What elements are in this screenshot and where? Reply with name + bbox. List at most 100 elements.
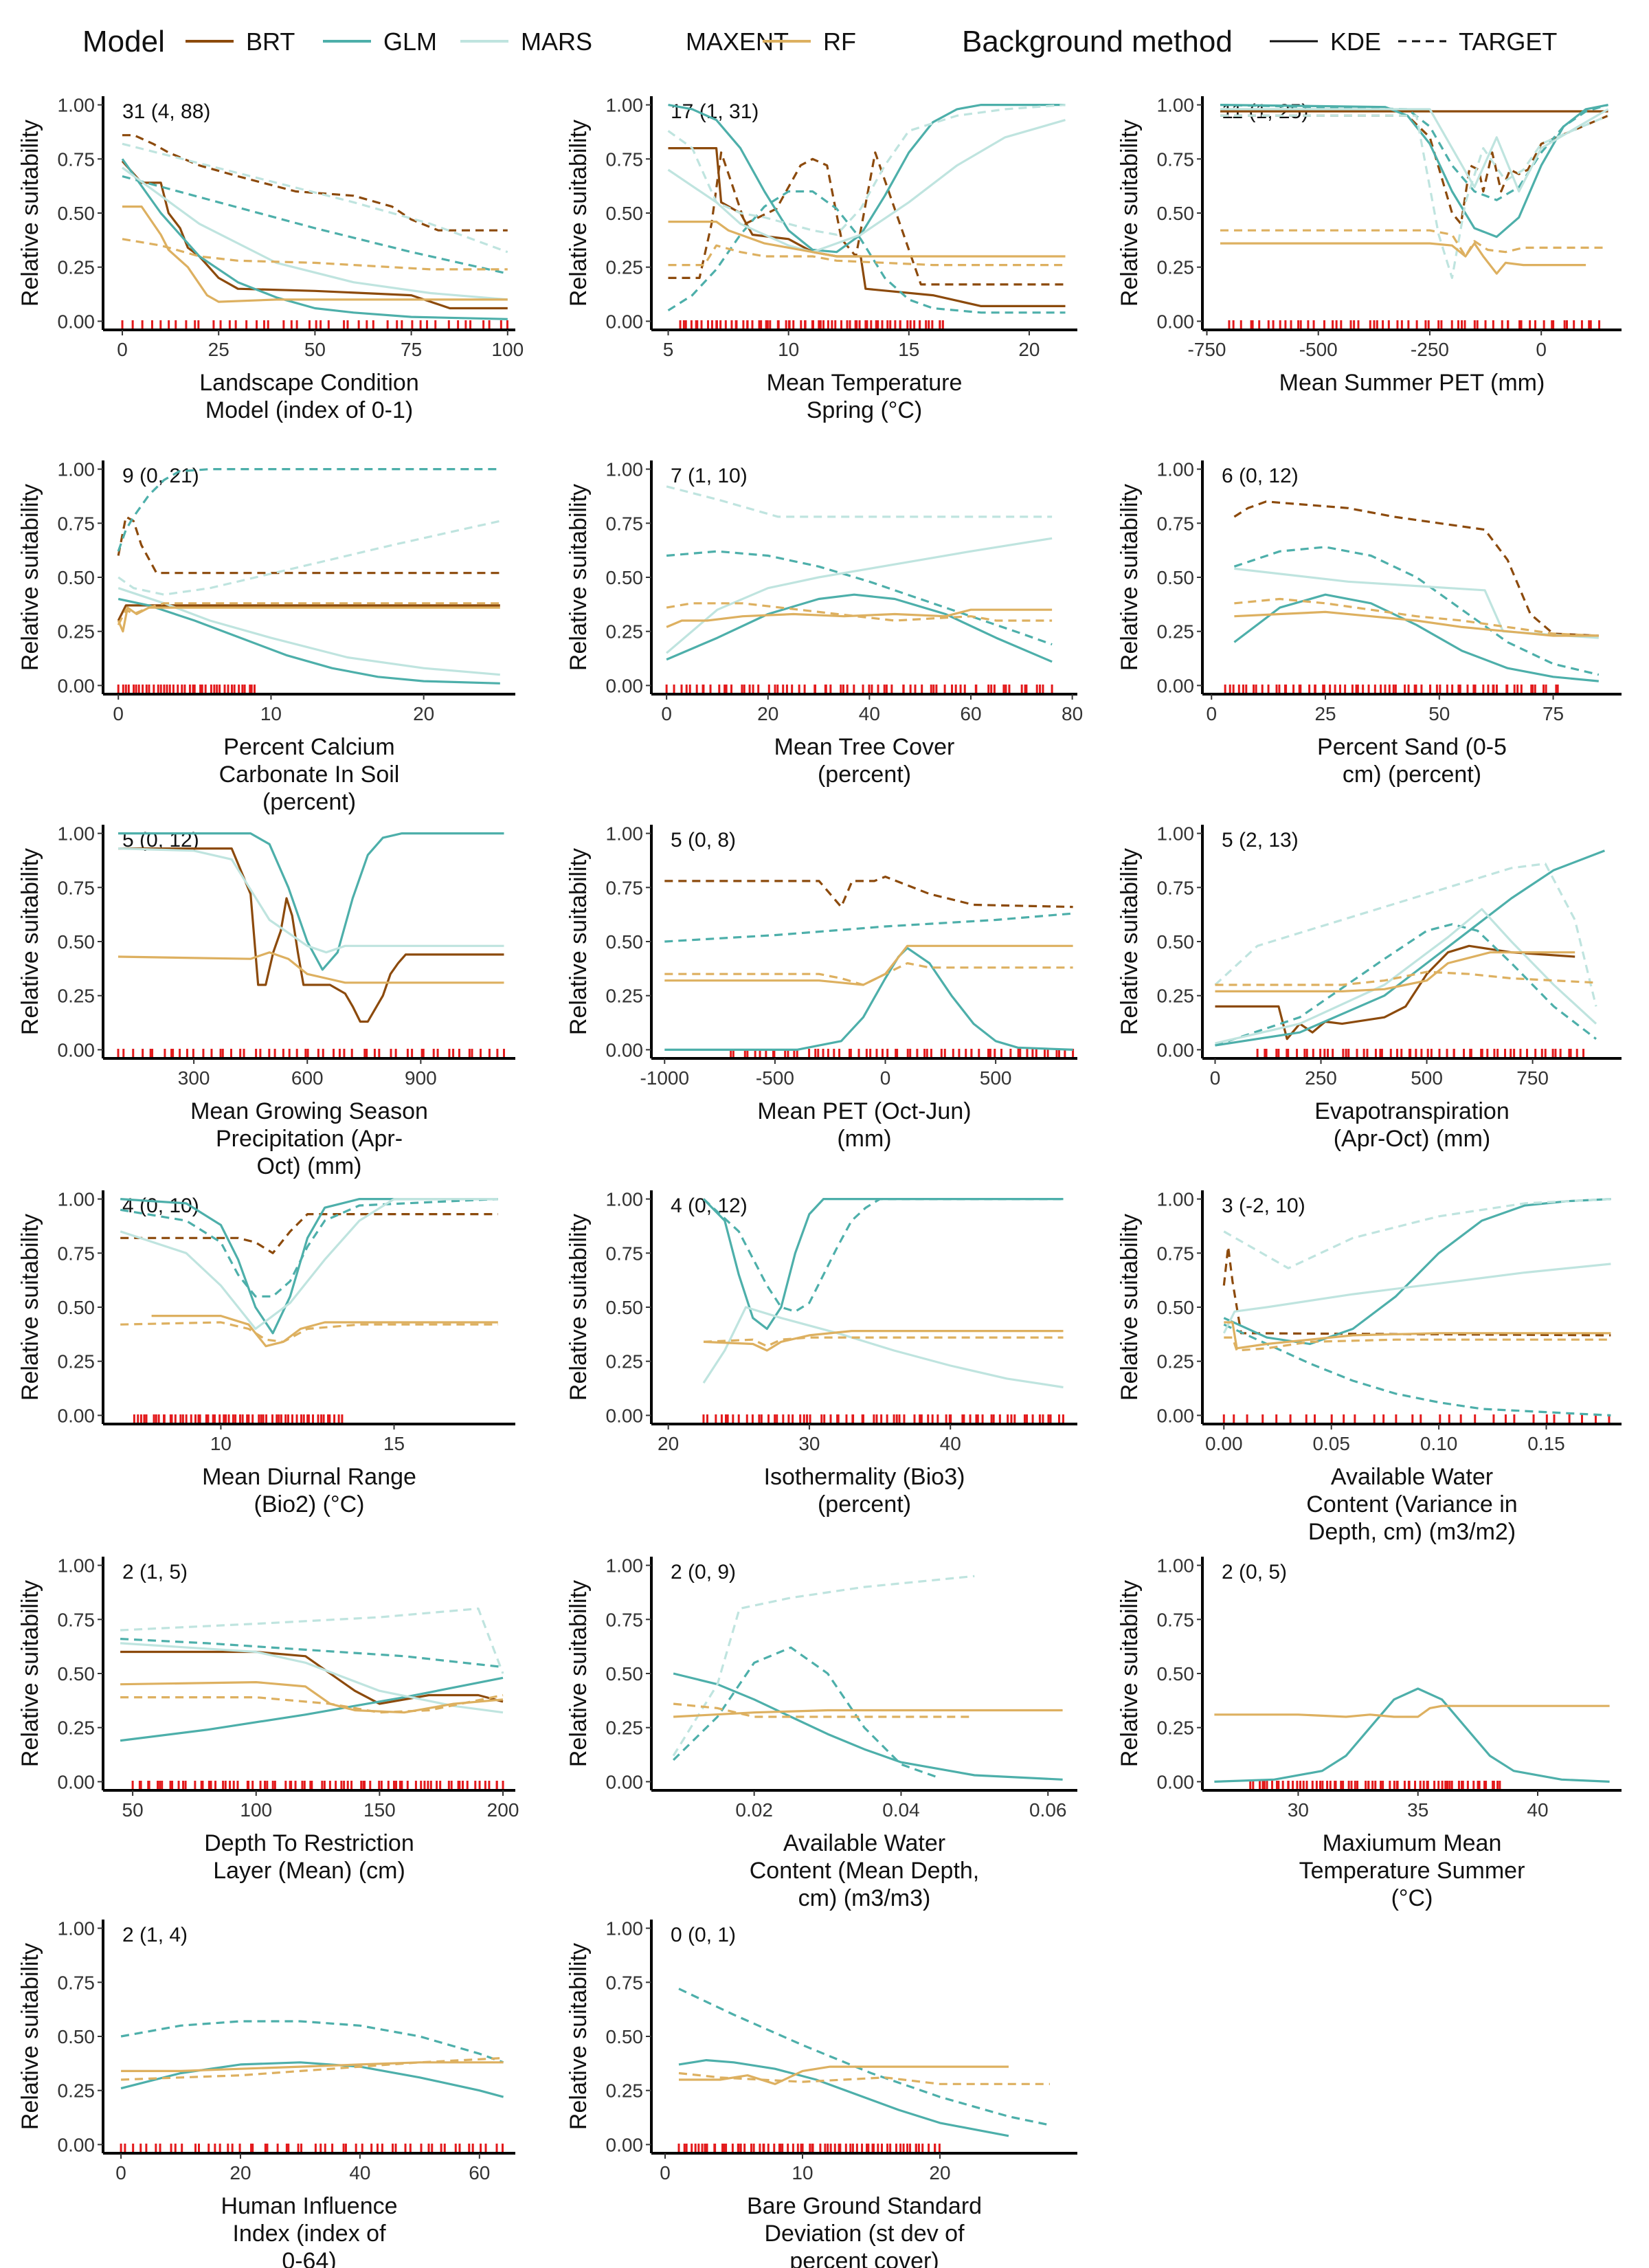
series-rf-target (664, 961, 1073, 986)
y-tick-label: 0.75 (1157, 513, 1195, 534)
x-tick-label: 30 (798, 1433, 820, 1454)
series-mars-kde (120, 1642, 504, 1714)
series-mars-target (1223, 1198, 1611, 1269)
panel-annotation: 9 (0, 21) (122, 465, 199, 487)
x-tick-label: 0 (113, 703, 124, 724)
x-axis-label: Mean Growing Season (190, 1098, 428, 1124)
x-tick-label: 250 (1305, 1067, 1337, 1089)
rug-marks (1256, 1049, 1585, 1057)
panel-6: 0.00 0.25 0.50 0.75 1.00 0 25 50 75 Relative suit… (1117, 459, 1622, 788)
series-brt-kde (117, 604, 500, 621)
series-brt-target (117, 515, 500, 575)
y-tick-label: 0.25 (606, 621, 644, 643)
y-tick-label: 1.00 (58, 823, 96, 845)
x-axis-label: (percent) (818, 1491, 911, 1517)
y-tick-label: 0.25 (1157, 986, 1195, 1007)
series-mars-kde (1220, 108, 1609, 193)
y-tick-label: 0.00 (58, 1039, 96, 1060)
y-tick-label: 0.25 (1157, 257, 1195, 278)
x-axis-label: Available Water (1331, 1464, 1493, 1490)
panel-annotation: 2 (1, 5) (122, 1561, 188, 1583)
series-rf-kde (1224, 1321, 1611, 1350)
y-tick-label: 0.50 (1157, 1663, 1195, 1685)
y-tick-label: 0.50 (1157, 567, 1195, 588)
series-brt-kde (120, 1650, 504, 1705)
y-tick-label: 0.50 (1157, 203, 1195, 224)
x-axis-label: Depth, cm) (m3/m2) (1308, 1519, 1516, 1545)
y-axis-label: Relative suitability (1117, 484, 1143, 671)
x-axis-label: Landscape Condition (199, 370, 418, 396)
x-axis-label: Carbonate In Soil (219, 761, 400, 788)
series-rf-target (122, 238, 508, 271)
x-axis-label: (percent) (262, 789, 356, 815)
x-tick-label: 25 (1314, 703, 1336, 724)
panel-9: 0.00 0.25 0.50 0.75 1.00 0 250 500 750 Relative s… (1117, 823, 1622, 1152)
panel-2: 0.00 0.25 0.50 0.75 1.00 5 10 15 20 Relative suit… (565, 95, 1077, 423)
x-axis-label: Model (index of 0-1) (205, 397, 413, 423)
y-tick-label: 0.00 (1157, 1771, 1195, 1792)
y-tick-label: 0.50 (606, 2026, 644, 2047)
y-axis-label: Relative suitability (17, 848, 43, 1035)
series-rf-kde (668, 221, 1066, 258)
x-axis-label: Percent Sand (0-5 (1317, 734, 1507, 760)
panel-12: 0.00 0.25 0.50 0.75 1.00 0.00 0.05 0.10 0.15 Rela… (1117, 1189, 1622, 1545)
y-tick-label: 1.00 (58, 1189, 96, 1210)
series-mars-kde (117, 847, 504, 954)
series-glm-kde (1214, 1687, 1610, 1783)
y-tick-label: 0.75 (58, 1243, 96, 1264)
y-tick-label: 0.25 (58, 257, 96, 278)
y-tick-label: 0.50 (1157, 1297, 1195, 1318)
series-glm-kde (121, 158, 508, 320)
panel-13: 0.00 0.25 0.50 0.75 1.00 50 100 150 200 Relative … (17, 1555, 519, 1884)
y-tick-label: 0.00 (606, 1039, 644, 1060)
x-axis-label: Index (index of (232, 2221, 386, 2247)
y-axis-label: Relative suitability (17, 484, 43, 671)
x-axis-label: Maxiumum Mean (1323, 1830, 1502, 1856)
x-tick-label: 35 (1407, 1799, 1428, 1821)
x-axis-label: Oct) (mm) (257, 1153, 362, 1179)
rug-marks (121, 320, 508, 329)
series-glm-target (117, 467, 500, 552)
x-tick-label: 500 (1411, 1067, 1443, 1089)
series-glm-kde (117, 597, 500, 685)
x-axis-label: (percent) (818, 761, 911, 788)
series-mars-kde (666, 537, 1053, 654)
series-rf-target (1234, 597, 1599, 637)
series-rf-kde (1220, 242, 1586, 275)
series-mars-target (117, 520, 501, 596)
y-tick-label: 0.25 (606, 2080, 644, 2102)
y-tick-label: 0.50 (606, 1297, 644, 1318)
x-tick-label: 20 (1018, 339, 1040, 360)
series-glm-kde (120, 2061, 504, 2098)
x-axis-label: percent cover) (789, 2248, 939, 2268)
series-glm-kde (678, 2059, 1009, 2137)
y-tick-label: 0.50 (606, 931, 644, 953)
x-tick-label: 500 (980, 1067, 1012, 1089)
x-tick-label: 80 (1062, 703, 1083, 724)
series-brt-target (1233, 500, 1599, 637)
y-tick-label: 0.75 (606, 513, 644, 534)
y-axis-label: Relative suitability (565, 1580, 592, 1767)
series-brt-target (122, 134, 508, 232)
panel-15: 0.00 0.25 0.50 0.75 1.00 30 35 40 Relative suita… (1117, 1555, 1622, 1911)
x-tick-label: 20 (929, 2162, 950, 2183)
y-tick-label: 0.25 (606, 257, 644, 278)
y-axis-label: Relative suitability (1117, 1580, 1143, 1767)
y-tick-label: 0.00 (1157, 1405, 1195, 1426)
x-tick-label: 200 (487, 1799, 519, 1821)
y-tick-label: 1.00 (606, 459, 644, 480)
y-tick-label: 0.75 (58, 877, 96, 898)
y-tick-label: 1.00 (58, 95, 96, 116)
series-glm-target (122, 175, 508, 275)
series-glm-kde (664, 946, 1073, 1052)
rug-marks (665, 685, 1053, 693)
series-mars-kde (120, 1197, 498, 1331)
y-tick-label: 0.00 (58, 311, 96, 332)
y-tick-label: 0.00 (1157, 675, 1195, 696)
panel-annotation: 2 (0, 5) (1222, 1561, 1287, 1583)
y-tick-label: 0.25 (1157, 1717, 1195, 1739)
series-rf-kde (679, 2065, 1009, 2085)
x-axis-label: Human Influence (221, 2193, 397, 2219)
panel-annotation: 2 (1, 4) (122, 1924, 188, 1946)
x-axis-label: Mean Tree Cover (774, 734, 955, 760)
